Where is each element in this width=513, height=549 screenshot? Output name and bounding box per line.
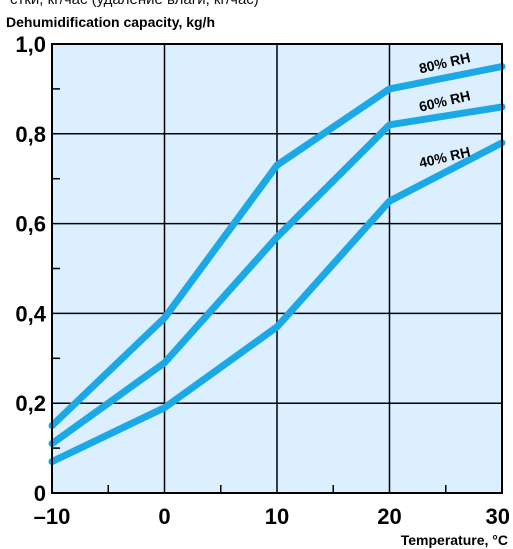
plot-border	[51, 43, 503, 494]
x-tick-label: 0	[158, 504, 170, 529]
y-tick-labels: 0 0,2 0,4 0,6 0,8 1,0	[15, 32, 46, 506]
y-tick-label: 0,6	[15, 212, 46, 237]
x-tick-label: 30	[486, 504, 510, 529]
series-line-60-rh	[48, 103, 506, 448]
y-tick-label: 0,2	[15, 391, 46, 416]
y-tick-label: 0	[34, 481, 46, 506]
grid-lines	[52, 44, 502, 493]
x-tick-label: –10	[34, 504, 71, 529]
x-axis-label: Temperature, °C	[401, 532, 508, 548]
y-tick-label: 1,0	[15, 32, 46, 57]
y-tick-label: 0,4	[15, 301, 46, 326]
minor-ticks	[52, 88, 447, 493]
series-line-80-rh	[48, 63, 506, 430]
chart-title: Dehumidification capacity, kg/h	[6, 14, 215, 30]
x-tick-label: 10	[265, 504, 289, 529]
x-tick-label: 20	[377, 504, 401, 529]
series-layer	[48, 63, 506, 466]
top-caption: стки, кг/час (удаление влаги, кг/час)	[10, 0, 259, 8]
x-tick-labels: –10 0 10 20 30	[34, 504, 510, 529]
y-tick-label: 0,8	[15, 122, 46, 147]
series-line-40-rh	[48, 139, 506, 466]
